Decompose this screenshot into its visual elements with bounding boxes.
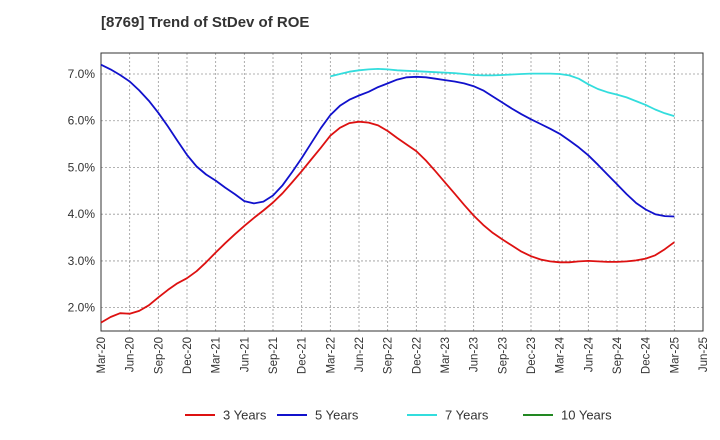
y-tick-label: 6.0%	[68, 114, 96, 128]
x-tick-label: Jun-25	[698, 337, 710, 372]
series-line-2	[100, 63, 675, 218]
x-tick-label: Sep-22	[383, 337, 395, 374]
x-tick-label: Mar-24	[555, 336, 567, 373]
x-tick-label: Dec-23	[526, 337, 538, 374]
x-tick-label: Sep-23	[497, 337, 509, 374]
legend-label-4: 10 Years	[561, 408, 612, 423]
x-tick-label: Sep-24	[612, 336, 624, 374]
x-tick-label: Mar-20	[96, 337, 108, 373]
legend-label-1: 3 Years	[223, 408, 267, 423]
plot-frame	[100, 52, 704, 332]
series-line-1	[100, 120, 675, 324]
x-tick-label: Sep-21	[268, 337, 280, 374]
y-tick-label: 7.0%	[68, 67, 96, 81]
y-tick-label: 4.0%	[68, 207, 96, 221]
x-tick-label: Jun-24	[583, 336, 595, 372]
x-tick-label: Mar-22	[325, 337, 337, 373]
chart-title: [8769] Trend of StDev of ROE	[101, 14, 310, 31]
x-tick-label: Jun-22	[354, 337, 366, 372]
x-tick-label: Mar-21	[211, 337, 223, 373]
x-tick-label: Sep-20	[153, 337, 165, 374]
x-tick-label: Mar-23	[440, 337, 452, 373]
legend-label-2: 5 Years	[315, 408, 359, 423]
y-tick-label: 3.0%	[68, 254, 96, 268]
x-tick-label: Jun-20	[125, 337, 137, 372]
series-line-3	[330, 68, 675, 117]
y-tick-label: 2.0%	[68, 301, 96, 315]
x-tick-label: Dec-21	[297, 337, 309, 374]
x-tick-label: Dec-24	[641, 336, 653, 374]
y-tick-label: 5.0%	[68, 160, 96, 174]
legend-label-3: 7 Years	[445, 408, 489, 423]
x-tick-label: Dec-20	[182, 337, 194, 374]
x-tick-label: Jun-21	[239, 337, 251, 372]
x-tick-label: Mar-25	[669, 337, 681, 373]
x-tick-label: Dec-22	[411, 337, 423, 374]
plot-area	[101, 53, 703, 331]
x-tick-label: Jun-23	[469, 337, 481, 372]
